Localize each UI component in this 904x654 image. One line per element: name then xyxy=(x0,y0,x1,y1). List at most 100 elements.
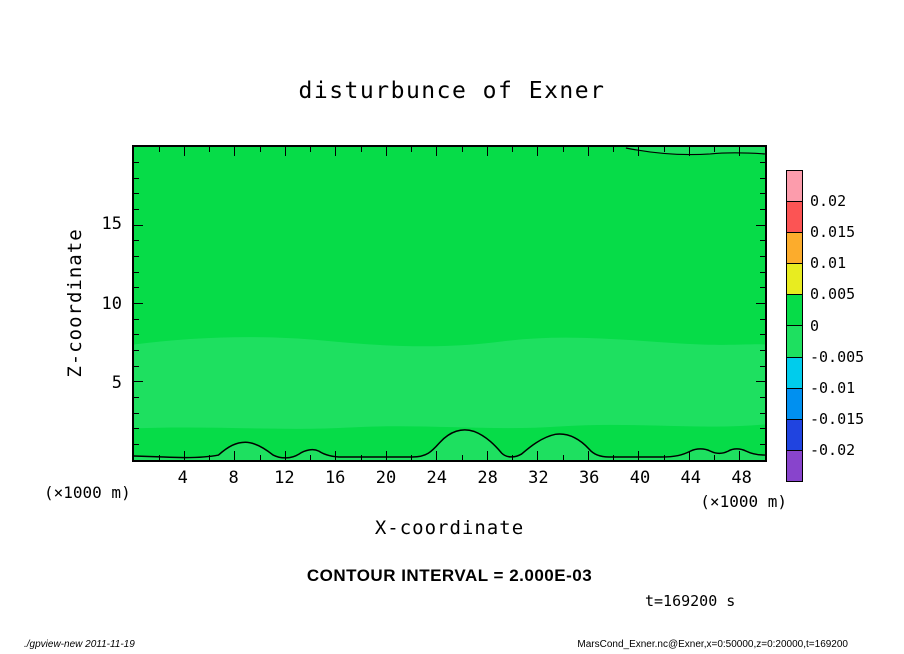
tick-mark xyxy=(461,147,463,152)
x-tick-label: 16 xyxy=(324,468,346,488)
tick-mark xyxy=(760,334,765,336)
tick-mark xyxy=(587,451,589,460)
tick-mark xyxy=(486,147,488,156)
tick-mark xyxy=(183,451,185,460)
tick-mark xyxy=(760,193,765,195)
colorbar-label: -0.005 xyxy=(810,347,865,366)
x-tick-label: 32 xyxy=(528,468,549,488)
tick-mark xyxy=(461,455,463,460)
footer-command-line: ./gpview-new 2011-11-19 xyxy=(24,639,135,650)
tick-mark xyxy=(562,455,564,460)
tick-mark xyxy=(134,396,139,398)
tick-mark xyxy=(411,455,413,460)
x-tick-label: 12 xyxy=(274,468,295,488)
tick-mark xyxy=(411,147,413,152)
tick-mark xyxy=(134,256,139,258)
tick-mark xyxy=(134,381,143,383)
colorbar-label: -0.01 xyxy=(810,378,856,397)
colorbar-label: -0.02 xyxy=(810,440,856,459)
top-right-contour xyxy=(625,147,765,156)
tick-mark xyxy=(360,147,362,152)
tick-mark xyxy=(760,412,765,414)
tick-mark xyxy=(756,381,765,383)
z-tick-labels: 5 10 15 xyxy=(84,145,124,462)
tick-mark xyxy=(158,147,160,152)
x-tick-labels: 4 8 12 16 20 24 28 32 36 40 44 48 xyxy=(132,468,767,490)
tick-mark xyxy=(760,349,765,351)
contour-plot-svg xyxy=(134,147,765,460)
x-tick-label: 40 xyxy=(629,468,651,488)
tick-mark xyxy=(134,240,139,242)
tick-mark xyxy=(537,147,539,156)
surface-shading-band xyxy=(134,429,765,460)
z-tick-label: 15 xyxy=(101,214,122,235)
colorbar-segment xyxy=(787,419,802,450)
tick-mark xyxy=(562,147,564,152)
x-axis-unit: (×1000 m) xyxy=(700,492,787,511)
tick-mark xyxy=(512,455,514,460)
plot-area xyxy=(132,145,767,462)
x-tick-label: 36 xyxy=(578,468,600,488)
tick-mark xyxy=(134,303,143,304)
tick-mark xyxy=(537,451,539,460)
tick-mark xyxy=(360,455,362,460)
tick-mark xyxy=(158,455,160,460)
tick-mark xyxy=(760,396,765,398)
tick-mark xyxy=(638,451,640,460)
tick-mark xyxy=(284,147,286,156)
axis-ticks xyxy=(134,147,765,460)
colorbar-segment xyxy=(787,264,802,295)
tick-mark xyxy=(486,451,488,460)
time-annotation: t=169200 s xyxy=(645,592,736,610)
tick-mark xyxy=(760,287,765,289)
colorbar-segment xyxy=(787,171,802,202)
tick-mark xyxy=(284,451,286,460)
colorbar xyxy=(786,170,803,482)
x-tick-label: 48 xyxy=(731,468,752,488)
tick-mark xyxy=(613,147,615,152)
x-tick-label: 20 xyxy=(375,468,397,488)
tick-mark xyxy=(760,256,765,258)
tick-mark xyxy=(760,365,765,367)
tick-mark xyxy=(663,455,665,460)
mid-shading-band xyxy=(134,337,765,429)
tick-mark xyxy=(209,147,211,152)
tick-mark xyxy=(739,147,741,156)
colorbar-label: -0.015 xyxy=(810,409,865,428)
x-tick-label: 44 xyxy=(680,468,702,488)
tick-mark xyxy=(134,318,139,320)
contour-interval-note: CONTOUR INTERVAL = 2.000E-03 xyxy=(306,566,593,585)
tick-mark xyxy=(714,455,716,460)
tick-mark xyxy=(613,455,615,460)
z-tick-label: 5 xyxy=(111,372,122,393)
tick-mark xyxy=(310,455,312,460)
tick-mark xyxy=(663,147,665,152)
colorbar-segment xyxy=(787,295,802,326)
tick-mark xyxy=(134,162,139,164)
colorbar-segment xyxy=(787,388,802,419)
colorbar-segment xyxy=(787,202,802,233)
tick-mark xyxy=(134,177,139,179)
tick-mark xyxy=(688,147,690,156)
tick-mark xyxy=(587,147,589,156)
tick-mark xyxy=(385,451,387,460)
tick-mark xyxy=(335,147,337,156)
colorbar-label: 0.02 xyxy=(810,192,847,211)
tick-mark xyxy=(134,287,139,289)
tick-mark xyxy=(134,209,139,211)
tick-mark xyxy=(385,147,387,156)
plot-title: disturbunce of Exner xyxy=(298,78,606,104)
tick-mark xyxy=(760,318,765,320)
tick-mark xyxy=(688,451,690,460)
tick-mark xyxy=(760,209,765,211)
colorbar-segment xyxy=(787,357,802,388)
tick-mark xyxy=(183,147,185,156)
tick-mark xyxy=(259,455,261,460)
tick-mark xyxy=(756,224,765,226)
tick-mark xyxy=(134,412,139,414)
tick-mark xyxy=(760,162,765,164)
tick-mark xyxy=(760,428,765,430)
tick-mark xyxy=(512,147,514,152)
z-axis-label: Z-coordinate xyxy=(64,228,86,378)
